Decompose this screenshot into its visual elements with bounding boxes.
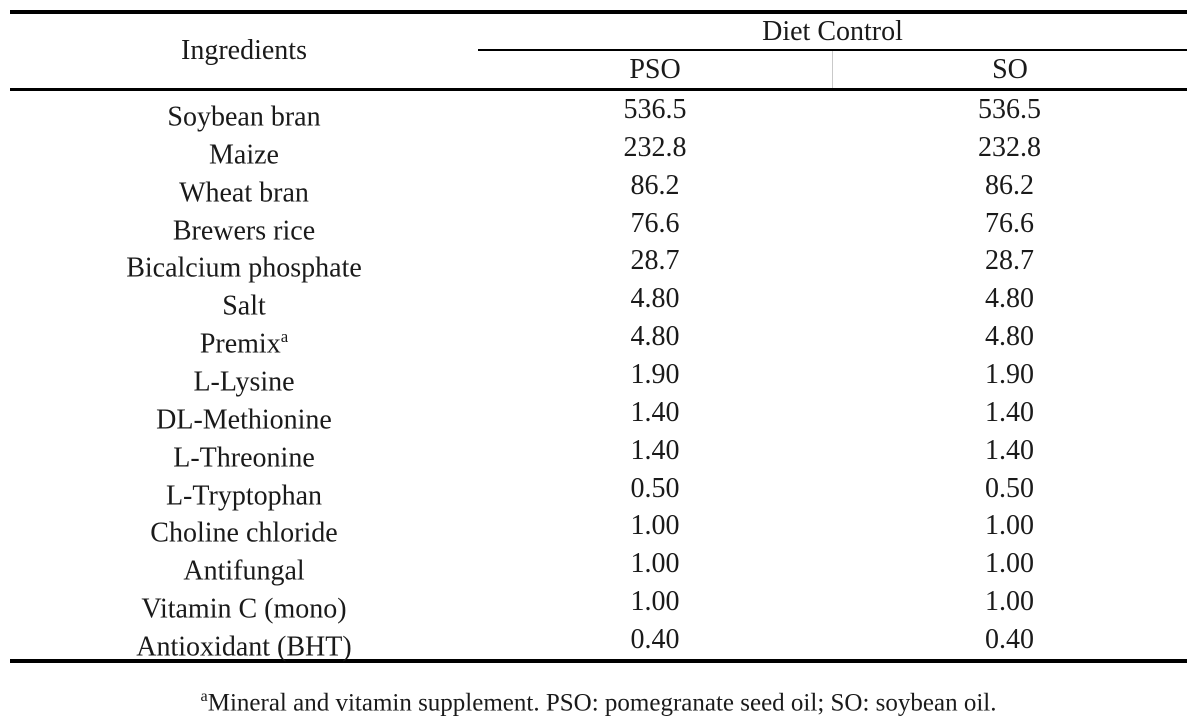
ingredient-cell: L-Threonine <box>10 432 478 474</box>
ingredient-cell: Antioxidant (BHT) <box>10 621 478 663</box>
so-value-cell: 76.6 <box>985 207 1034 239</box>
pso-value-cell: 1.00 <box>630 548 680 580</box>
pso-value-cell: 1.00 <box>630 510 680 542</box>
ingredients-table: Ingredients Diet Control PSO SO Soybean … <box>10 10 1187 663</box>
ingredient-name: Maize <box>209 139 279 171</box>
ingredient-name: Choline chloride <box>150 517 338 549</box>
ingredient-cell: Salt <box>10 280 478 322</box>
table-header: Ingredients Diet Control PSO SO <box>10 14 1187 88</box>
pso-value-cell: 28.7 <box>630 245 680 277</box>
ingredient-cell: Antifungal <box>10 545 478 587</box>
pso-value-cell: 1.90 <box>630 359 680 391</box>
column-divider <box>832 51 833 88</box>
so-value-cell: 86.2 <box>985 169 1034 201</box>
ingredient-cell: Premixa <box>10 318 478 360</box>
pso-value-cell: 4.80 <box>630 321 680 353</box>
ingredient-cell: Wheat bran <box>10 167 478 209</box>
ingredient-cell: L-Lysine <box>10 356 478 398</box>
ingredient-name: L-Tryptophan <box>165 479 323 511</box>
ingredient-name: Brewers rice <box>172 214 316 246</box>
so-value-cell: 1.00 <box>985 586 1034 618</box>
table-row: Vitamin C (mono) 1.00 1.00 <box>10 583 1187 625</box>
table-row: Wheat bran 86.2 86.2 <box>10 167 1187 209</box>
ingredient-name: L-Lysine <box>193 366 295 398</box>
so-value-cell: 4.80 <box>985 283 1034 315</box>
table-row: L-Threonine 1.40 1.40 <box>10 432 1187 474</box>
table-body: Soybean bran 536.5 536.5 Maize 232.8 232… <box>10 91 1187 663</box>
ingredient-cell: Brewers rice <box>10 205 478 246</box>
table-row: Brewers rice 76.6 76.6 <box>10 205 1187 246</box>
diet-control-header-group: Diet Control PSO SO <box>478 14 1187 88</box>
pso-value-cell: 0.50 <box>630 472 680 504</box>
so-value-cell: 232.8 <box>978 131 1041 163</box>
so-value-cell: 0.50 <box>985 472 1034 504</box>
sub-header-row: PSO SO <box>478 51 1187 88</box>
ingredient-cell: DL-Methionine <box>10 394 478 436</box>
pso-value-cell: 536.5 <box>623 94 687 125</box>
footnote-marker: a <box>200 687 208 705</box>
so-value-cell: 1.00 <box>985 548 1034 580</box>
so-value-cell: 1.40 <box>985 396 1034 428</box>
table-top-rule <box>10 10 1187 14</box>
so-value-cell: 28.7 <box>985 245 1034 277</box>
ingredient-name: Soybean bran <box>167 101 321 133</box>
ingredient-name: Antifungal <box>183 555 305 587</box>
ingredient-name: Premix <box>199 328 281 360</box>
ingredient-name: Bicalcium phosphate <box>126 252 362 284</box>
so-column-header: SO <box>992 54 1028 85</box>
ingredient-cell: Maize <box>10 129 478 171</box>
table-row: Choline chloride 1.00 1.00 <box>10 507 1187 549</box>
table-row: Maize 232.8 232.8 <box>10 129 1187 171</box>
pso-value-cell: 76.6 <box>630 207 680 239</box>
so-value-cell: 1.00 <box>985 510 1034 542</box>
ingredient-name: Wheat bran <box>179 177 309 209</box>
so-value-cell: 4.80 <box>985 321 1034 353</box>
table-row: Soybean bran 536.5 536.5 <box>10 91 1187 133</box>
pso-value-cell: 86.2 <box>630 169 680 201</box>
pso-value-cell: 1.40 <box>630 434 680 466</box>
diet-control-underline <box>478 49 1187 51</box>
ingredients-column-header: Ingredients <box>181 35 307 66</box>
ingredient-name: L-Threonine <box>173 442 315 474</box>
pso-value-cell: 232.8 <box>623 131 687 163</box>
ingredient-cell: Soybean bran <box>10 91 478 133</box>
table-row: Antioxidant (BHT) 0.40 0.40 <box>10 621 1187 663</box>
ingredient-cell: Choline chloride <box>10 507 478 549</box>
table-row: Salt 4.80 4.80 <box>10 280 1187 322</box>
ingredient-name: Vitamin C (mono) <box>141 593 347 625</box>
ingredient-cell: Vitamin C (mono) <box>10 583 478 625</box>
table-row: DL-Methionine 1.40 1.40 <box>10 394 1187 436</box>
ingredient-name: DL-Methionine <box>156 404 332 436</box>
ingredient-cell: Bicalcium phosphate <box>10 242 478 284</box>
pso-value-cell: 0.40 <box>630 624 680 656</box>
pso-column-header: PSO <box>629 54 681 85</box>
so-value-cell: 1.40 <box>985 434 1034 466</box>
ingredient-name: Antioxidant (BHT) <box>136 631 352 663</box>
table-row: Bicalcium phosphate 28.7 28.7 <box>10 242 1187 284</box>
header-bottom-rule <box>10 88 1187 91</box>
table-row: Premixa 4.80 4.80 <box>10 318 1187 360</box>
ingredient-cell: L-Tryptophan <box>10 470 478 511</box>
pso-value-cell: 1.40 <box>630 396 680 428</box>
table-bottom-rule <box>10 658 1187 663</box>
so-value-cell: 536.5 <box>978 94 1041 125</box>
footnote-text: Mineral and vitamin supplement. PSO: pom… <box>207 689 997 717</box>
pso-value-cell: 1.00 <box>630 586 680 618</box>
table-row: Antifungal 1.00 1.00 <box>10 545 1187 587</box>
table-row: L-Lysine 1.90 1.90 <box>10 356 1187 398</box>
pso-value-cell: 4.80 <box>630 283 680 315</box>
ingredient-superscript: a <box>280 327 289 347</box>
diet-control-header: Diet Control <box>762 16 903 47</box>
table-row: L-Tryptophan 0.50 0.50 <box>10 470 1187 511</box>
so-value-cell: 1.90 <box>985 359 1034 391</box>
so-value-cell: 0.40 <box>985 624 1034 656</box>
ingredient-name: Salt <box>222 290 266 322</box>
table-footnote: aMineral and vitamin supplement. PSO: po… <box>0 680 1197 719</box>
